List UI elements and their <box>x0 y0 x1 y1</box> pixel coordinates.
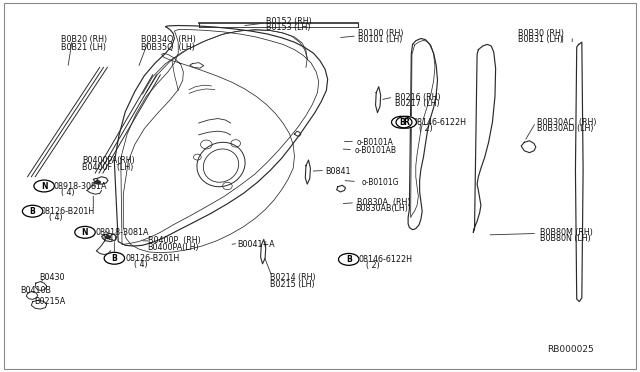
Circle shape <box>22 205 43 217</box>
Text: B0215 (LH): B0215 (LH) <box>270 280 315 289</box>
Text: o-B0101G: o-B0101G <box>362 178 399 187</box>
Text: B0410B: B0410B <box>20 286 51 295</box>
Text: B0100 (RH): B0100 (RH) <box>358 29 404 38</box>
Text: B0400P  (RH): B0400P (RH) <box>148 236 200 246</box>
Text: B0B30 (RH): B0B30 (RH) <box>518 29 564 38</box>
Circle shape <box>392 116 412 128</box>
Text: B: B <box>399 118 404 127</box>
Text: B: B <box>346 255 351 264</box>
Text: B0B35Q  (LH): B0B35Q (LH) <box>141 42 195 51</box>
Text: B0B20 (RH): B0B20 (RH) <box>61 35 108 44</box>
Circle shape <box>396 116 417 128</box>
Text: ( 2): ( 2) <box>419 124 433 133</box>
Text: N: N <box>82 228 88 237</box>
Circle shape <box>34 180 54 192</box>
Text: ( 4): ( 4) <box>134 260 147 269</box>
Circle shape <box>104 252 125 264</box>
Text: ( 4): ( 4) <box>49 213 63 222</box>
Text: B0214 (RH): B0214 (RH) <box>270 273 316 282</box>
Circle shape <box>106 235 111 238</box>
Text: B0400F  (LH): B0400F (LH) <box>83 163 134 171</box>
Text: B: B <box>29 207 35 216</box>
Text: 08146-6122H: 08146-6122H <box>358 255 412 264</box>
Text: B0B30AC  (RH): B0B30AC (RH) <box>537 118 596 127</box>
Circle shape <box>339 253 359 265</box>
Text: B0830A  (RH): B0830A (RH) <box>357 198 410 207</box>
Text: o-B0101AB: o-B0101AB <box>355 146 397 155</box>
Circle shape <box>75 227 95 238</box>
Text: B0152 (RH): B0152 (RH) <box>266 17 312 26</box>
Text: B0101 (LH): B0101 (LH) <box>358 35 403 44</box>
Text: N: N <box>41 182 47 190</box>
Text: B0041+A: B0041+A <box>237 240 275 249</box>
Text: B0216 (RH): B0216 (RH) <box>396 93 441 102</box>
Text: B0B80N (LH): B0B80N (LH) <box>540 234 591 243</box>
Text: B0153 (LH): B0153 (LH) <box>266 23 310 32</box>
Text: B0430: B0430 <box>39 273 65 282</box>
Text: 08126-B201H: 08126-B201H <box>125 254 179 263</box>
Text: R: R <box>403 118 409 127</box>
Text: B0B34Q  (RH): B0B34Q (RH) <box>141 35 196 44</box>
Text: B0B21 (LH): B0B21 (LH) <box>61 42 106 51</box>
Text: B0841: B0841 <box>325 167 351 176</box>
Text: B0B31 (LH): B0B31 (LH) <box>518 35 563 44</box>
Text: RB000025: RB000025 <box>547 344 593 353</box>
Text: B0400PA(LH): B0400PA(LH) <box>148 243 199 251</box>
Text: 08918-3081A: 08918-3081A <box>95 228 148 237</box>
Text: B0400PA(RH): B0400PA(RH) <box>83 156 135 165</box>
Text: B: B <box>111 254 117 263</box>
Text: 08146-6122H: 08146-6122H <box>413 118 467 127</box>
Text: ( 4): ( 4) <box>61 188 75 197</box>
Circle shape <box>95 181 100 184</box>
Text: B0217 (LH): B0217 (LH) <box>396 99 440 108</box>
Text: B0B80M (RH): B0B80M (RH) <box>540 228 593 237</box>
Text: ( 4): ( 4) <box>103 234 116 243</box>
Text: ( 2): ( 2) <box>366 261 380 270</box>
Text: 08126-B201H: 08126-B201H <box>41 207 95 216</box>
Text: 08918-3081A: 08918-3081A <box>53 182 107 190</box>
Text: B0B30AD (LH): B0B30AD (LH) <box>537 124 594 133</box>
Text: B0830AB(LH): B0830AB(LH) <box>355 205 408 214</box>
Text: o-B0101A: o-B0101A <box>357 138 394 147</box>
Text: B0215A: B0215A <box>35 297 66 306</box>
